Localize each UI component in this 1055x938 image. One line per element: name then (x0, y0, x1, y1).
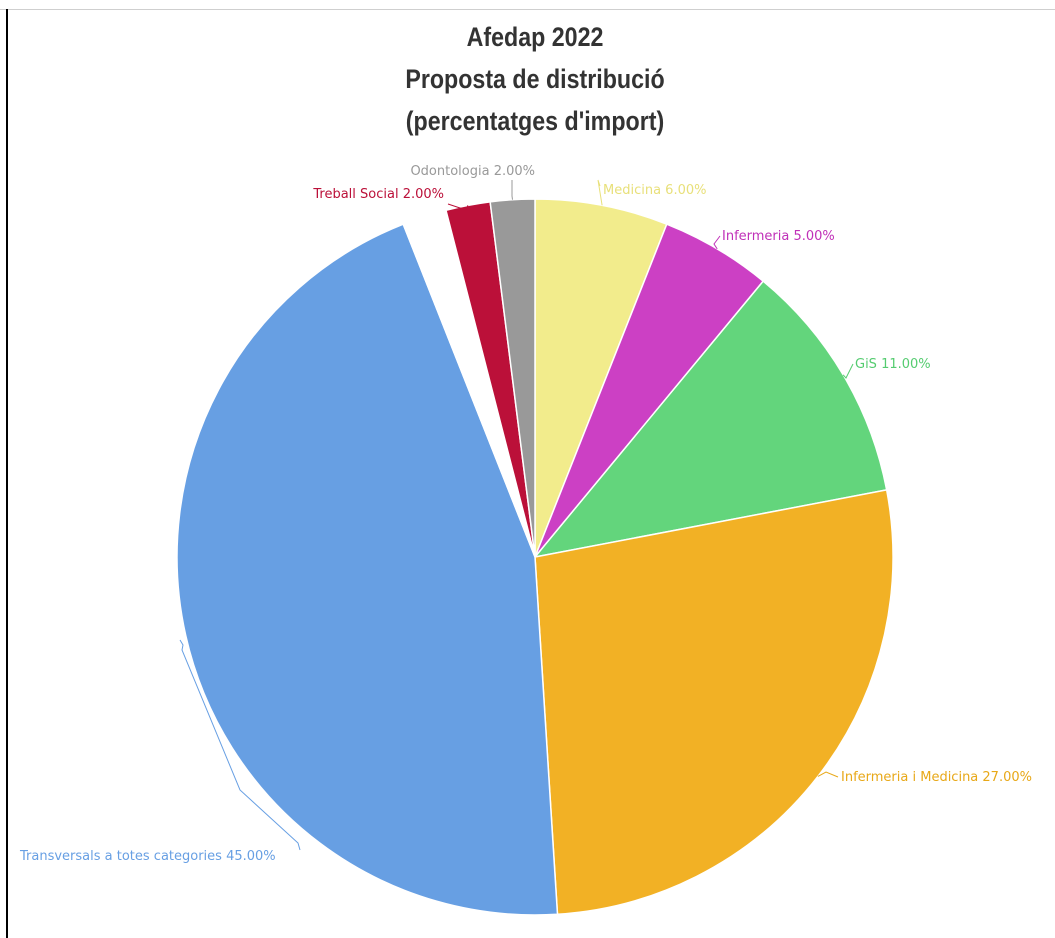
data-label-odontologia-2-00: Odontologia 2.00% (410, 164, 535, 179)
chart-title-line-3: (percentatges d'import) (405, 106, 665, 136)
label-connector-infermeria-i-medicina-27-00 (817, 771, 839, 778)
pie-slice-transversals-a-totes-categories-45-00[interactable] (176, 223, 559, 916)
label-connector-gis-11-00 (842, 363, 854, 379)
label-connector-medicina-6-00 (597, 179, 603, 206)
data-label-treball-social-2-00: Treball Social 2.00% (312, 187, 444, 202)
label-connector-odontologia-2-00 (511, 180, 513, 200)
data-label-transversals-a-totes-categories-45-00: Transversals a totes categories 45.00% (19, 849, 276, 864)
pie-slice-odontologia-2-00[interactable] (489, 198, 536, 558)
chart-title: Afedap 2022 Proposta de distribució (per… (20, 16, 1050, 142)
frame-left-border (6, 9, 8, 938)
data-label-gis-11-00: GiS 11.00% (855, 357, 931, 372)
pie-slice-infermeria-i-medicina-27-00[interactable] (534, 489, 894, 916)
frame-top-border (0, 9, 1055, 10)
data-label-infermeria-i-medicina-27-00: Infermeria i Medicina 27.00% (841, 770, 1032, 785)
chart-title-line-2: Proposta de distribució (405, 64, 665, 94)
chart-title-line-1: Afedap 2022 (466, 22, 604, 52)
label-connector-infermeria-5-00 (713, 235, 721, 250)
pie-slice-medicina-6-00[interactable] (534, 198, 668, 558)
data-label-medicina-6-00: Medicina 6.00% (603, 183, 706, 198)
label-connector-treball-social-2-00 (447, 203, 469, 211)
data-label-infermeria-5-00: Infermeria 5.00% (722, 229, 835, 244)
label-connector-transversals-a-totes-categories-45-00 (179, 639, 301, 851)
